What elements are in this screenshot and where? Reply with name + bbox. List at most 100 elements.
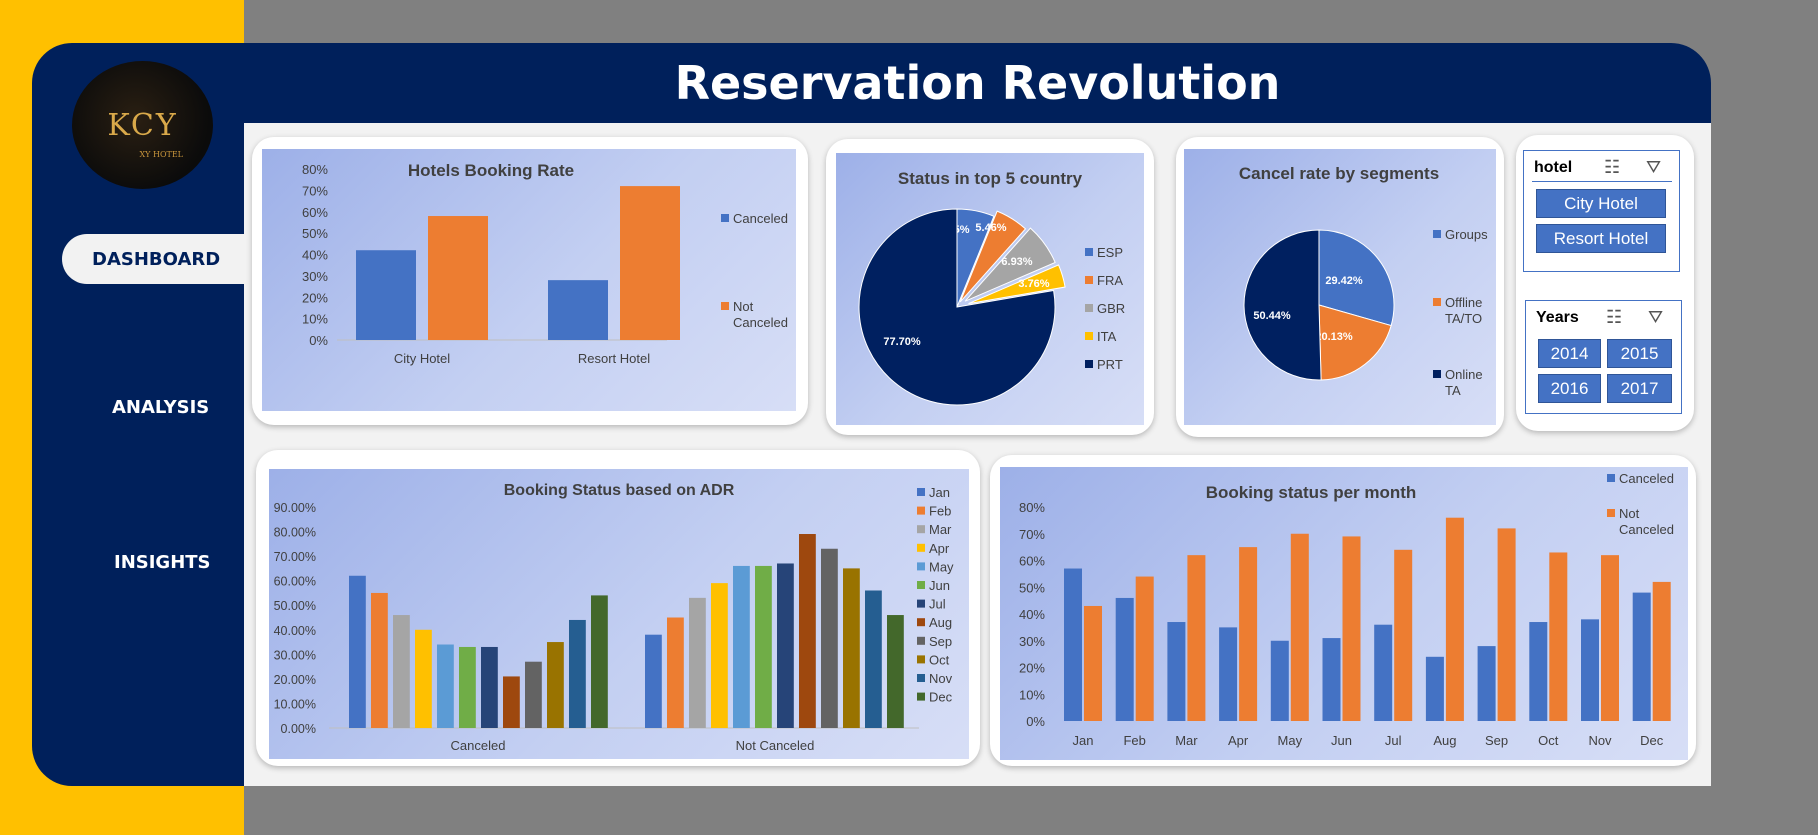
legend-may-swatch — [917, 562, 925, 571]
legend-mar-label: Mar — [929, 522, 952, 537]
y-tick-label: 20.00% — [274, 673, 316, 687]
x-tick-label: Not Canceled — [736, 738, 815, 753]
country-legend-esp-label: ESP — [1097, 245, 1123, 260]
legend-canceled-swatch — [1607, 474, 1615, 482]
x-tick-label: Jul — [1385, 733, 1402, 748]
legend-not-canceled-label: Not — [1619, 506, 1640, 521]
legend-feb-swatch — [917, 506, 925, 515]
slicer-year-2014[interactable]: 2014 — [1538, 339, 1601, 368]
legend-aug-swatch — [917, 618, 925, 627]
segment-legend-offline-ta-to-label: Offline — [1445, 295, 1482, 310]
y-tick-label: 40% — [1019, 607, 1045, 622]
bar-not-canceled — [1652, 581, 1671, 721]
bar-may — [733, 565, 750, 728]
nav-insights[interactable]: INSIGHTS — [114, 552, 211, 573]
bar-apr — [415, 629, 432, 728]
y-tick-label: 60% — [302, 205, 328, 220]
logo-text: KCY — [107, 107, 178, 143]
legend-feb-label: Feb — [929, 504, 951, 519]
country-legend-gbr-label: GBR — [1097, 301, 1125, 316]
x-tick-label: May — [1278, 733, 1303, 748]
bar-canceled — [1219, 627, 1238, 721]
card-cancel-rate-segments: Cancel rate by segments 29.42% 20.13% 50.44… — [1176, 137, 1504, 437]
y-tick-label: 50% — [302, 226, 328, 241]
slicer-year-2015[interactable]: 2015 — [1607, 339, 1672, 368]
bar-canceled — [1529, 622, 1548, 721]
country-slice-prt — [858, 208, 1056, 406]
country-legend-ita-swatch — [1085, 332, 1093, 340]
legend-not-canceled-label: Canceled — [1619, 522, 1674, 537]
bar-not-canceled — [1394, 549, 1413, 721]
slicer-hotel: hotel ☷ ⛛ City Hotel Resort Hotel — [1523, 150, 1680, 272]
legend-dec-swatch — [917, 692, 925, 701]
legend-not-canceled-swatch — [1607, 509, 1615, 517]
slicer-year-2017[interactable]: 2017 — [1607, 374, 1672, 403]
y-tick-label: 10% — [302, 312, 328, 327]
country-legend-prt-swatch — [1085, 360, 1093, 368]
y-tick-label: 10% — [1019, 687, 1045, 702]
y-tick-label: 60% — [1019, 554, 1045, 569]
card-booking-status-adr: Booking Status based on ADR 0.00% 10.00% 20… — [256, 450, 980, 766]
segment-legend-groups-swatch — [1433, 230, 1441, 238]
legend-not-canceled-label: Not — [733, 299, 754, 314]
y-tick-label: 90.00% — [274, 501, 316, 515]
clear-filter-icon[interactable]: ⛛ — [1646, 157, 1662, 177]
country-legend-esp-swatch — [1085, 248, 1093, 256]
chart-cancel-rate-segments: Cancel rate by segments 29.42% 20.13% 50.44… — [1239, 164, 1488, 398]
bar-canceled — [1581, 619, 1599, 721]
country-legend-gbr-swatch — [1085, 304, 1093, 312]
slicer-divider — [1532, 181, 1672, 182]
x-tick-label: Apr — [1228, 733, 1249, 748]
bar-feb — [371, 592, 388, 728]
chart-booking-status-month: Booking status per month 0% 10% 20% 30% 40% 50… — [1019, 471, 1674, 748]
segment-legend-online-ta-label: Online — [1445, 367, 1483, 382]
legend-not-canceled-label: Canceled — [733, 315, 788, 330]
bar-not-canceled — [1601, 555, 1619, 721]
y-tick-label: 50% — [1019, 580, 1045, 595]
multi-select-icon[interactable]: ☷ — [1606, 307, 1623, 327]
legend-canceled-swatch — [721, 214, 729, 222]
chart-title: Hotels Booking Rate — [408, 161, 574, 180]
x-tick-label: Canceled — [451, 738, 506, 753]
y-tick-label: 30% — [302, 269, 328, 284]
country-data-label: 3.76% — [1018, 278, 1049, 290]
y-tick-label: 20% — [302, 290, 328, 305]
slicer-year-2016[interactable]: 2016 — [1538, 374, 1601, 403]
country-legend-fra-label: FRA — [1097, 273, 1123, 288]
segment-data-label: 29.42% — [1325, 275, 1363, 287]
slicer-hotel-title: hotel — [1534, 159, 1573, 176]
card-status-top5-country: Status in top 5 country6.15%5.46%6.93%3.… — [826, 139, 1154, 435]
y-tick-label: 10.00% — [274, 697, 316, 711]
bar-canceled — [548, 280, 608, 340]
bar-canceled — [1270, 640, 1289, 721]
logo-subtext: XY HOTEL — [139, 150, 183, 159]
y-tick-label: 0% — [1026, 714, 1045, 729]
x-tick-label: Mar — [1175, 733, 1198, 748]
multi-select-icon[interactable]: ☷ — [1604, 157, 1621, 177]
bar-not-canceled — [620, 186, 680, 340]
bar-oct — [547, 642, 564, 728]
legend-jan-swatch — [917, 488, 925, 496]
x-tick-label: Nov — [1588, 733, 1612, 748]
slicer-hotel-resort[interactable]: Resort Hotel — [1536, 224, 1666, 253]
country-legend-fra-swatch — [1085, 276, 1093, 284]
legend-jan-label: Jan — [929, 485, 950, 500]
clear-filter-icon[interactable]: ⛛ — [1648, 307, 1664, 327]
y-tick-label: 30.00% — [274, 648, 316, 662]
bar-jan — [349, 575, 366, 728]
segment-legend-online-ta-swatch — [1433, 370, 1441, 378]
y-tick-label: 30% — [1019, 634, 1045, 649]
bar-jul — [481, 646, 498, 728]
nav-dashboard[interactable]: DASHBOARD — [62, 234, 244, 284]
legend-aug-label: Aug — [929, 615, 952, 630]
y-tick-label: 50.00% — [274, 599, 316, 613]
bar-canceled — [1167, 622, 1186, 721]
y-tick-label: 0% — [309, 333, 328, 348]
slicer-hotel-city[interactable]: City Hotel — [1536, 189, 1666, 218]
nav-analysis[interactable]: ANALYSIS — [112, 397, 210, 418]
plot-booking-status-month: Booking status per month 0% 10% 20% 30% 40% 50… — [1000, 467, 1688, 760]
bar-aug — [503, 676, 520, 728]
bar-canceled — [1632, 592, 1651, 721]
legend-mar-swatch — [917, 525, 925, 534]
bar-jul — [777, 563, 794, 728]
